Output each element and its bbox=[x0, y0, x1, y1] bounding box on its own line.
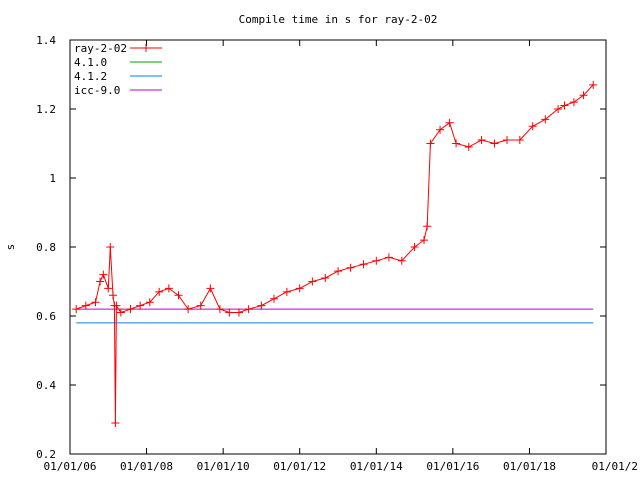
data-point bbox=[145, 298, 154, 307]
data-point bbox=[579, 91, 588, 100]
data-point bbox=[126, 305, 135, 314]
data-point bbox=[106, 243, 115, 251]
x-tick-label: 01/01/10 bbox=[197, 460, 250, 473]
axes: 0.2 0.4 0.6 0.8 1 1.2 1.4 01/01/06 01/01/08 01/01… bbox=[36, 34, 638, 473]
data-point bbox=[270, 294, 279, 303]
legend-label: ray-2-02 bbox=[74, 42, 127, 55]
legend-label: 4.1.0 bbox=[74, 56, 107, 69]
data-point bbox=[372, 256, 381, 265]
data-point bbox=[359, 260, 368, 269]
data-point bbox=[116, 308, 125, 317]
y-tick-label: 0.2 bbox=[36, 448, 56, 461]
data-point bbox=[196, 301, 205, 310]
y-tick-label: 0.4 bbox=[36, 379, 56, 392]
x-tick-label: 01/01/16 bbox=[426, 460, 479, 473]
data-point bbox=[528, 122, 537, 131]
x-tick-label: 01/01/12 bbox=[273, 460, 326, 473]
data-point bbox=[554, 105, 563, 113]
data-point bbox=[334, 267, 343, 276]
x-tick-label: 01/01/08 bbox=[120, 460, 173, 473]
data-point bbox=[184, 305, 193, 314]
y-tick-label: 1.4 bbox=[36, 34, 56, 47]
data-point bbox=[420, 236, 429, 245]
data-point bbox=[112, 301, 121, 310]
y-tick-label: 1 bbox=[49, 172, 56, 185]
data-point bbox=[108, 291, 117, 300]
chart-title: Compile time in s for ray-2-02 bbox=[239, 13, 438, 26]
data-point bbox=[308, 277, 317, 286]
x-tick-label: 01/01/18 bbox=[503, 460, 556, 473]
data-point bbox=[464, 142, 473, 151]
data-point bbox=[257, 301, 266, 310]
data-point bbox=[560, 101, 569, 110]
data-point bbox=[541, 115, 550, 124]
data-point bbox=[397, 256, 406, 265]
data-point bbox=[445, 118, 454, 127]
y-axis-label: s bbox=[4, 244, 17, 251]
y-tick-label: 0.6 bbox=[36, 310, 56, 323]
data-point bbox=[346, 263, 355, 272]
data-point bbox=[589, 80, 598, 89]
series-line bbox=[76, 84, 594, 423]
legend-label: icc-9.0 bbox=[74, 84, 120, 97]
data-point bbox=[503, 136, 512, 145]
data-point bbox=[91, 298, 100, 307]
data-point bbox=[295, 284, 304, 293]
data-point bbox=[321, 274, 330, 283]
data-point bbox=[410, 243, 419, 251]
data-point bbox=[111, 418, 120, 427]
data-point bbox=[174, 291, 183, 300]
data-point bbox=[99, 270, 108, 279]
x-tick-label: 01/01/2 bbox=[592, 460, 638, 473]
data-point bbox=[81, 301, 90, 310]
data-point bbox=[104, 284, 113, 293]
data-point bbox=[244, 305, 253, 314]
data-point bbox=[234, 308, 243, 317]
data-point bbox=[436, 125, 445, 134]
data-point bbox=[477, 136, 486, 145]
data-point bbox=[426, 139, 435, 148]
data-point bbox=[155, 287, 164, 296]
data-point bbox=[206, 284, 215, 293]
data-point bbox=[282, 287, 291, 296]
plot-frame bbox=[69, 39, 607, 455]
data-point bbox=[423, 222, 432, 231]
data-point bbox=[452, 139, 461, 148]
series-layer bbox=[72, 80, 598, 427]
x-tick-label: 01/01/06 bbox=[44, 460, 97, 473]
data-point bbox=[515, 136, 524, 145]
x-tick-label: 01/01/14 bbox=[350, 460, 403, 473]
data-point bbox=[164, 284, 173, 293]
data-point bbox=[96, 277, 105, 286]
y-tick-label: 1.2 bbox=[36, 103, 56, 116]
data-point bbox=[490, 139, 499, 148]
data-point bbox=[215, 305, 224, 314]
data-point bbox=[384, 253, 393, 262]
series-ray-2-02 bbox=[72, 80, 598, 427]
data-point bbox=[72, 305, 81, 314]
data-point bbox=[569, 98, 578, 107]
y-tick-label: 0.8 bbox=[36, 241, 56, 254]
data-point bbox=[225, 308, 234, 317]
legend-marker bbox=[142, 44, 150, 52]
legend-label: 4.1.2 bbox=[74, 70, 107, 83]
data-point bbox=[136, 301, 145, 310]
